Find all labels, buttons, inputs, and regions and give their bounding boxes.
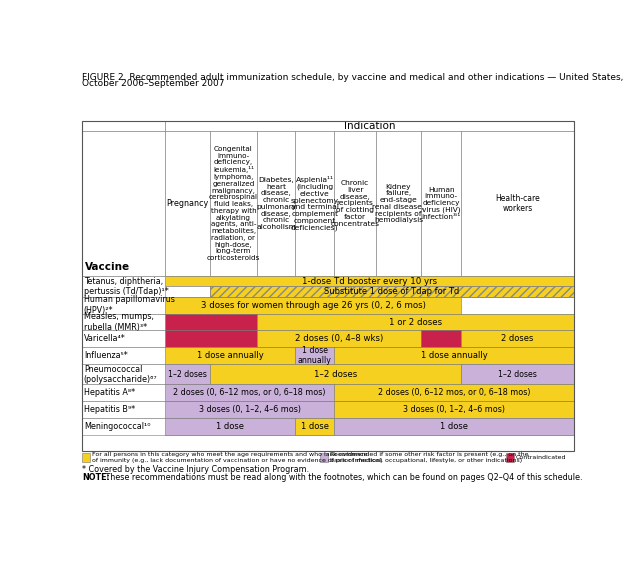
Text: 2 doses (0, 4–8 wks): 2 doses (0, 4–8 wks) <box>295 335 383 344</box>
Text: Pneumococcal
(polysaccharide)⁶⁷: Pneumococcal (polysaccharide)⁶⁷ <box>84 365 157 384</box>
Bar <box>210 365 461 384</box>
Text: Human
immuno-
deficiency
virus (HIV)
infection³ⁱ¹: Human immuno- deficiency virus (HIV) inf… <box>422 187 461 220</box>
Bar <box>83 401 573 418</box>
Bar <box>83 276 573 297</box>
Text: Tetanus, diphtheria,
pertussis (Td/Tdap)¹*: Tetanus, diphtheria, pertussis (Td/Tdap)… <box>84 277 168 296</box>
Bar <box>421 131 461 276</box>
Text: NOTE:: NOTE: <box>83 473 110 482</box>
Bar <box>83 331 573 348</box>
Bar <box>83 453 90 462</box>
Text: 3 doses (0, 1–2, 4–6 mos): 3 doses (0, 1–2, 4–6 mos) <box>199 405 301 414</box>
Text: 1 dose
annually: 1 dose annually <box>298 346 332 366</box>
Bar <box>376 131 421 276</box>
Text: 3 doses (0, 1–2, 4–6 mos): 3 doses (0, 1–2, 4–6 mos) <box>403 405 505 414</box>
Bar <box>165 384 334 401</box>
Bar <box>296 131 334 276</box>
Bar <box>83 418 573 435</box>
Bar <box>165 348 296 365</box>
Bar <box>257 331 421 348</box>
Bar <box>257 314 573 331</box>
Text: 1 dose: 1 dose <box>440 422 468 431</box>
Bar <box>210 131 257 276</box>
Text: Asplenia¹¹
(including
elective
splenectomy
and terminal
complement
component
def: Asplenia¹¹ (including elective splenecto… <box>291 176 339 231</box>
Bar <box>83 297 573 314</box>
Bar <box>83 365 573 384</box>
Bar <box>83 131 165 276</box>
Bar <box>165 297 461 314</box>
Text: 2 doses: 2 doses <box>501 335 534 344</box>
Text: Kidney
failure,
end-stage
renal disease,
recipients of
hemodialysis: Kidney failure, end-stage renal disease,… <box>372 183 425 224</box>
Text: * Covered by the Vaccine Injury Compensation Program.: * Covered by the Vaccine Injury Compensa… <box>83 465 310 474</box>
Bar <box>296 418 334 435</box>
Text: 3 doses for women through age 26 yrs (0, 2, 6 mos): 3 doses for women through age 26 yrs (0,… <box>201 301 426 310</box>
Text: 1 dose: 1 dose <box>216 422 244 431</box>
Text: FIGURE 2. Recommended adult immunization schedule, by vaccine and medical and ot: FIGURE 2. Recommended adult immunization… <box>83 72 624 82</box>
Text: Health-care
workers: Health-care workers <box>495 194 540 213</box>
Text: Varicella⁴*: Varicella⁴* <box>84 335 125 344</box>
Bar <box>165 331 257 348</box>
Text: 1-dose Td booster every 10 yrs: 1-dose Td booster every 10 yrs <box>302 277 437 285</box>
Bar <box>334 401 573 418</box>
Text: Measles, mumps,
rubella (MMR)³*: Measles, mumps, rubella (MMR)³* <box>84 312 154 332</box>
Bar <box>165 314 257 331</box>
Bar <box>257 131 296 276</box>
Bar <box>165 286 210 297</box>
Bar <box>210 286 573 297</box>
Bar <box>506 453 514 462</box>
Text: 1 dose annually: 1 dose annually <box>420 351 487 361</box>
Text: These recommendations must be read along with the footnotes, which can be found : These recommendations must be read along… <box>103 473 583 482</box>
Text: Recommended if some other risk factor is present (e.g., on the
basis of medical,: Recommended if some other risk factor is… <box>330 452 528 463</box>
Text: 1 or 2 doses: 1 or 2 doses <box>388 318 442 327</box>
Bar <box>210 286 573 297</box>
Bar <box>320 453 328 462</box>
Text: Indication: Indication <box>344 121 396 131</box>
Text: Vaccine: Vaccine <box>84 262 130 272</box>
Bar <box>83 121 573 451</box>
Text: 1 dose: 1 dose <box>301 422 329 431</box>
Text: 1–2 doses: 1–2 doses <box>168 370 207 379</box>
Text: 1–2 doses: 1–2 doses <box>498 370 537 379</box>
Text: Meningococcal¹⁰: Meningococcal¹⁰ <box>84 422 150 431</box>
Bar <box>334 131 376 276</box>
Text: 1–2 doses: 1–2 doses <box>314 370 357 379</box>
Text: Hepatitis B⁹*: Hepatitis B⁹* <box>84 405 135 414</box>
Bar <box>165 131 210 276</box>
Text: Chronic
liver
disease,
recipients
of clotting
factor
concentrates: Chronic liver disease, recipients of clo… <box>331 180 380 227</box>
Bar <box>334 384 573 401</box>
Text: Pregnancy: Pregnancy <box>166 199 209 208</box>
Text: Diabetes,
heart
disease,
chronic
pulmonary
disease,
chronic
alcoholism: Diabetes, heart disease, chronic pulmona… <box>256 177 296 230</box>
Bar <box>83 314 573 331</box>
Text: 1 dose annually: 1 dose annually <box>197 351 264 361</box>
Bar <box>461 131 573 276</box>
Text: Influenza⁵*: Influenza⁵* <box>84 351 127 361</box>
Bar <box>83 384 573 401</box>
Text: Contraindicated: Contraindicated <box>516 455 566 460</box>
Bar <box>334 348 573 365</box>
Text: Hepatitis A⁸*: Hepatitis A⁸* <box>84 388 135 397</box>
Text: Human papillomavirus
(HPV)²*: Human papillomavirus (HPV)²* <box>84 295 175 315</box>
Bar <box>334 418 573 435</box>
Bar <box>461 365 573 384</box>
Bar <box>165 121 573 131</box>
Bar <box>461 331 573 348</box>
Bar <box>83 121 165 131</box>
Text: For all persons in this category who meet the age requirements and who lack evid: For all persons in this category who mee… <box>92 452 382 463</box>
Bar <box>165 418 296 435</box>
Text: 2 doses (0, 6–12 mos, or 0, 6–18 mos): 2 doses (0, 6–12 mos, or 0, 6–18 mos) <box>378 388 530 397</box>
Text: 2 doses (0, 6–12 mos, or 0, 6–18 mos): 2 doses (0, 6–12 mos, or 0, 6–18 mos) <box>173 388 326 397</box>
Bar <box>165 365 210 384</box>
Text: Substitute 1 dose of Tdap for Td: Substitute 1 dose of Tdap for Td <box>324 287 460 296</box>
Bar <box>165 276 573 286</box>
Bar <box>165 401 334 418</box>
Text: Congenital
immuno-
deficiency,
leukemia,¹¹
lymphoma,
generalized
malignancy,
cer: Congenital immuno- deficiency, leukemia,… <box>207 146 260 261</box>
Bar <box>421 331 461 348</box>
Bar <box>296 348 334 365</box>
Bar <box>83 348 573 365</box>
Text: October 2006–September 2007: October 2006–September 2007 <box>83 79 225 88</box>
